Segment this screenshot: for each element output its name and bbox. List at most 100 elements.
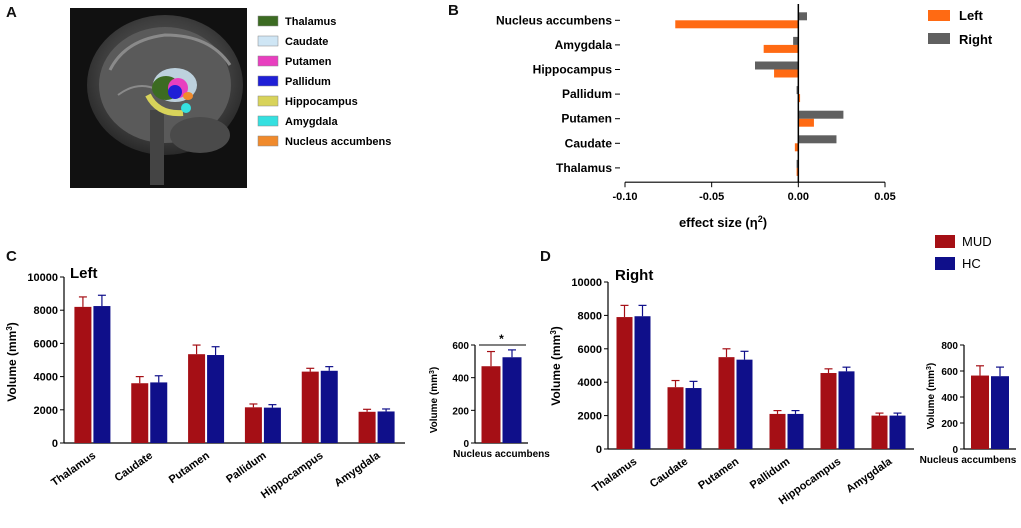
y-tick-label: 4000 xyxy=(578,377,602,389)
category-label-hippocampus: Hippocampus xyxy=(259,450,325,502)
y-tick-label: 6000 xyxy=(578,344,602,356)
effect-bar-left-pallidum xyxy=(798,94,801,103)
effect-x-tick-label: 0.00 xyxy=(788,191,809,203)
y-tick-label: 400 xyxy=(452,374,469,385)
legend-swatch-hc xyxy=(935,257,955,270)
category-label-thalamus: Thalamus xyxy=(49,450,98,489)
bar-mud-hippocampus xyxy=(301,371,319,443)
legend-label-putamen: Putamen xyxy=(285,56,332,68)
effect-bar-left-hippocampus xyxy=(774,69,799,78)
effect-category-label: Amygdala xyxy=(555,38,613,52)
bar-hc-hippocampus xyxy=(838,371,855,449)
effect-size-xlabel: effect size (η2) xyxy=(679,214,767,230)
bar-mud-amygdala xyxy=(871,415,888,449)
effect-bar-left-nucleus-accumbens xyxy=(675,20,799,29)
left-accumbens-chart: 0 200 400 600 Nucleus accumbens * xyxy=(452,332,550,460)
y-tick-label: 6000 xyxy=(34,338,58,350)
chart-title: Right xyxy=(615,267,653,284)
y-tick-label: 2000 xyxy=(34,405,58,417)
panel-letter-c: C xyxy=(6,248,17,265)
category-label-amygdala: Amygdala xyxy=(332,449,383,489)
effect-bar-right-amygdala xyxy=(793,36,799,45)
bar-mud-nucleus-accumbens xyxy=(481,366,501,443)
effect-bar-right-pallidum xyxy=(796,86,799,95)
panel-letter-a: A xyxy=(6,4,17,21)
legend-swatch-putamen xyxy=(257,55,279,67)
bar-hc-amygdala xyxy=(377,411,395,443)
bar-mud-putamen xyxy=(718,357,735,449)
category-label-putamen: Putamen xyxy=(696,455,741,492)
y-tick-label: 0 xyxy=(952,445,958,456)
bar-mud-pallidum xyxy=(244,407,262,443)
right-accumbens-chart: 0 200 400 600 800 Nucleus accumbens xyxy=(920,341,1017,466)
y-tick-label: 8000 xyxy=(34,305,58,317)
y-tick-label: 8000 xyxy=(578,310,602,322)
y-tick-label: 10000 xyxy=(27,272,58,284)
effect-category-label: Caudate xyxy=(565,136,613,150)
effect-bar-right-nucleus-accumbens xyxy=(798,12,807,21)
legend-label-amygdala: Amygdala xyxy=(285,116,338,128)
legend-swatch-pallidum xyxy=(257,75,279,87)
effect-size-chart: -0.10 -0.05 0.00 0.05 Nucleus accumbens Amygd… xyxy=(496,4,896,230)
bar-mud-nucleus-accumbens xyxy=(971,375,989,449)
effect-bar-right-caudate xyxy=(798,135,837,144)
bar-hc-pallidum xyxy=(263,407,281,443)
legend-swatch-nucleus-accumbens xyxy=(257,135,279,147)
legend-label-nucleus-accumbens: Nucleus accumbens xyxy=(285,136,391,148)
bar-hc-putamen xyxy=(736,359,753,449)
bar-hc-caudate xyxy=(150,382,168,443)
effect-category-label: Thalamus xyxy=(556,161,612,175)
effect-bar-left-amygdala xyxy=(763,44,799,53)
bar-mud-thalamus xyxy=(616,317,633,449)
y-tick-label: 10000 xyxy=(571,277,602,289)
bar-hc-amygdala xyxy=(889,415,906,449)
right-volume-chart: 0 2000 4000 6000 8000 10000 Thalamus Caudate Put… xyxy=(571,267,914,507)
group-legend: MUD HC xyxy=(935,234,992,271)
effect-bar-left-caudate xyxy=(794,143,799,152)
bar-hc-thalamus xyxy=(634,316,651,449)
category-label-pallidum: Pallidum xyxy=(224,450,269,486)
y-tick-label: 200 xyxy=(452,406,469,417)
panel-letter-b: B xyxy=(448,2,459,19)
legend-swatch-hippocampus xyxy=(257,95,279,107)
legend-label-thalamus: Thalamus xyxy=(285,16,336,28)
legend-label-right: Right xyxy=(959,32,993,47)
legend-label-pallidum: Pallidum xyxy=(285,76,331,88)
effect-x-tick-label: 0.05 xyxy=(874,191,895,203)
bar-hc-thalamus xyxy=(93,306,111,443)
legend-swatch-left xyxy=(928,10,950,21)
legend-label-hippocampus: Hippocampus xyxy=(285,96,358,108)
effect-bar-left-thalamus xyxy=(796,167,799,176)
effect-category-label: Hippocampus xyxy=(533,63,613,77)
y-tick-label: 4000 xyxy=(34,372,58,384)
category-label-nucleus-accumbens: Nucleus accumbens xyxy=(920,455,1017,466)
legend-swatch-mud xyxy=(935,235,955,248)
y-tick-label: 400 xyxy=(941,393,958,404)
bar-mud-caudate xyxy=(131,383,149,443)
y-tick-label: 0 xyxy=(463,439,469,450)
bar-hc-pallidum xyxy=(787,413,804,449)
legend-label-caudate: Caudate xyxy=(285,36,328,48)
y-tick-label: 800 xyxy=(941,341,958,352)
legend-label-hc: HC xyxy=(962,256,981,271)
effect-bar-right-thalamus xyxy=(796,159,799,168)
significance-marker: * xyxy=(499,332,504,346)
bar-hc-caudate xyxy=(685,388,702,449)
category-label-caudate: Caudate xyxy=(648,456,690,491)
legend-label-mud: MUD xyxy=(962,234,992,249)
chart-title: Left xyxy=(70,265,98,282)
bar-hc-hippocampus xyxy=(320,370,338,443)
effect-category-label: Pallidum xyxy=(562,87,612,101)
bar-mud-thalamus xyxy=(74,306,92,443)
category-label-caudate: Caudate xyxy=(113,450,155,485)
legend-swatch-caudate xyxy=(257,35,279,47)
bar-hc-nucleus-accumbens xyxy=(991,376,1009,449)
bar-hc-putamen xyxy=(207,355,225,443)
category-label-pallidum: Pallidum xyxy=(748,456,793,492)
side-legend: Left Right xyxy=(928,8,993,47)
y-tick-label: 600 xyxy=(941,367,958,378)
effect-category-label: Putamen xyxy=(561,112,612,126)
left-accumbens-ylabel: Volume (mm3) xyxy=(429,367,440,434)
y-tick-label: 2000 xyxy=(578,411,602,423)
effect-category-label: Nucleus accumbens xyxy=(496,13,612,27)
